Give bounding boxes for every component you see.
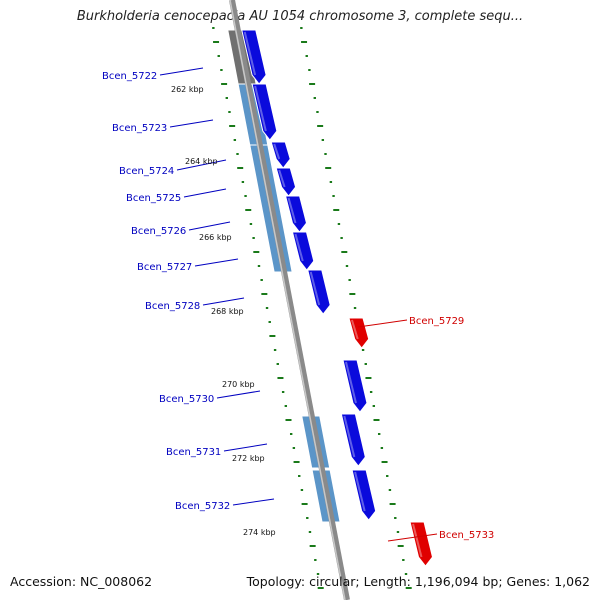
ruler-label: 272 kbp — [232, 454, 265, 463]
gene-label-text[interactable]: Bcen_5730 — [159, 394, 214, 405]
gene-label-bcen-5728[interactable]: Bcen_5728 — [145, 297, 245, 312]
gene-arrow-shine — [345, 361, 357, 404]
gene-label-text[interactable]: Bcen_5724 — [119, 166, 174, 177]
gene-arrow[interactable] — [351, 469, 377, 521]
gene-arrows[interactable] — [241, 29, 434, 567]
gene-arrow-shine — [273, 143, 281, 160]
gene-arrow[interactable] — [251, 83, 278, 141]
backbone-highlight — [229, 0, 346, 600]
gene-arrow-shine — [309, 271, 321, 306]
gene-label-bcen-5733[interactable]: Bcen_5733 — [387, 530, 494, 542]
gene-arrow-shine — [254, 85, 267, 132]
gene-labels[interactable]: Bcen_5722 Bcen_5723 Bcen_5724 Bcen_5725 Bcen… — [102, 67, 494, 542]
gene-label-text[interactable]: Bcen_5731 — [166, 447, 221, 458]
backbone — [229, 0, 350, 600]
leader-line — [183, 188, 227, 198]
leader-line — [357, 319, 408, 328]
leader-line — [194, 258, 239, 267]
gene-label-bcen-5723[interactable]: Bcen_5723 — [112, 119, 214, 134]
gene-arrow[interactable] — [291, 231, 315, 271]
gene-label-text[interactable]: Bcen_5728 — [145, 301, 200, 312]
gene-label-text[interactable]: Bcen_5726 — [131, 226, 186, 237]
gene-label-text[interactable]: Bcen_5723 — [112, 123, 167, 134]
leader-line — [223, 443, 268, 452]
leader-line — [387, 533, 438, 542]
gene-arrow-shape — [270, 141, 291, 169]
gene-arrow-shape — [251, 83, 278, 141]
gene-arrow-shine — [343, 415, 356, 458]
gene-label-bcen-5727[interactable]: Bcen_5727 — [137, 258, 239, 273]
ruler-labels: 262 kbp 264 kbp 266 kbp 268 kbp 270 kbp 272 k… — [171, 85, 276, 537]
ruler-label: 270 kbp — [222, 380, 255, 389]
gene-label-text[interactable]: Bcen_5729 — [409, 316, 464, 327]
leader-line — [202, 297, 245, 306]
gene-label-bcen-5731[interactable]: Bcen_5731 — [166, 443, 268, 458]
gene-label-bcen-5726[interactable]: Bcen_5726 — [131, 221, 231, 237]
gene-arrow-shape — [291, 231, 315, 271]
gene-arrow-shape — [275, 167, 297, 197]
gene-arrow-shine — [243, 31, 257, 76]
gene-arrow-shape — [342, 359, 368, 413]
gene-arrow[interactable] — [342, 359, 368, 413]
leader-line — [159, 67, 204, 76]
gene-label-bcen-5725[interactable]: Bcen_5725 — [126, 188, 227, 204]
gene-label-bcen-5732[interactable]: Bcen_5732 — [175, 498, 275, 512]
gene-arrow[interactable] — [409, 521, 434, 567]
ruler-label: 274 kbp — [243, 528, 276, 537]
map-title: Burkholderia cenocepacia AU 1054 chromos… — [76, 9, 524, 24]
ruler-label: 268 kbp — [211, 307, 244, 316]
gene-arrow-shape — [307, 269, 331, 315]
leader-line — [232, 498, 275, 506]
gene-label-text[interactable]: Bcen_5725 — [126, 193, 181, 204]
gene-label-text[interactable]: Bcen_5727 — [137, 262, 192, 273]
gene-arrow-shape — [284, 195, 308, 233]
gene-arrow[interactable] — [284, 195, 308, 233]
gene-arrow-shine — [294, 233, 304, 262]
gene-arrow-shine — [354, 471, 366, 512]
gene-arrow-shine — [287, 197, 297, 224]
gene-arrow[interactable] — [275, 167, 297, 197]
gene-label-bcen-5730[interactable]: Bcen_5730 — [159, 390, 261, 405]
gene-arrow-shine — [350, 319, 359, 340]
gene-arrow-shape — [241, 29, 267, 85]
gene-label-bcen-5722[interactable]: Bcen_5722 — [102, 67, 204, 82]
gene-arrow[interactable] — [348, 317, 370, 349]
gene-arrow-shape — [340, 413, 366, 467]
leader-line — [176, 159, 227, 171]
gene-label-bcen-5729[interactable]: Bcen_5729 — [357, 316, 464, 328]
gene-arrow-shine — [412, 523, 423, 558]
leader-line — [188, 221, 231, 231]
leader-line — [169, 119, 214, 128]
gene-arrow-shape — [348, 317, 370, 349]
gene-arrow[interactable] — [241, 29, 267, 85]
leader-line — [216, 390, 261, 399]
gene-label-text[interactable]: Bcen_5722 — [102, 71, 157, 82]
gene-arrow-shape — [409, 521, 434, 567]
gene-label-text[interactable]: Bcen_5732 — [175, 501, 230, 512]
gene-arrow-shape — [351, 469, 377, 521]
gene-label-bcen-5724[interactable]: Bcen_5724 — [119, 159, 227, 177]
gene-arrow-shine — [278, 169, 286, 188]
ruler-label: 262 kbp — [171, 85, 204, 94]
ruler-label: 266 kbp — [199, 233, 232, 242]
summary-text: Topology: circular; Length: 1,196,094 bp… — [246, 574, 590, 589]
accession-text: Accession: NC_008062 — [10, 574, 153, 589]
ruler-label: 264 kbp — [185, 157, 218, 166]
gene-arrow[interactable] — [307, 269, 331, 315]
backbone-line — [229, 0, 350, 600]
gene-arrow[interactable] — [340, 413, 366, 467]
gene-arrow[interactable] — [270, 141, 291, 169]
tick-marks — [212, 27, 412, 589]
gene-label-text[interactable]: Bcen_5733 — [439, 530, 494, 541]
